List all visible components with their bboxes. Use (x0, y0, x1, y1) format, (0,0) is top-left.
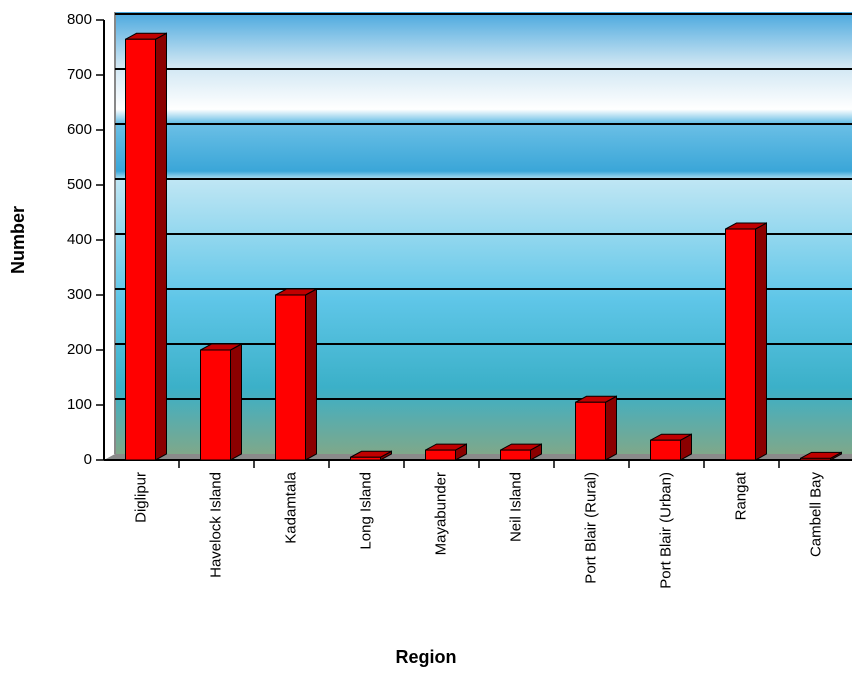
x-tick-label: Long Island (357, 472, 374, 550)
x-tick-label: Mayabunder (432, 472, 449, 555)
bar (125, 38, 156, 461)
bar (350, 456, 381, 461)
bar (800, 457, 831, 461)
x-tick-label: Rangat (732, 471, 749, 520)
x-tick-label: Havelock Island (207, 472, 224, 578)
y-tick-label: 500 (67, 176, 92, 193)
y-tick-label: 800 (67, 11, 92, 28)
x-tick-label: Cambell Bay (807, 472, 824, 558)
x-tick-label: Kadamtala (282, 471, 299, 543)
bar (200, 349, 231, 461)
bar-side (605, 395, 617, 461)
bar-side (755, 222, 767, 461)
bar-side (155, 32, 167, 461)
y-tick-label: 300 (67, 286, 92, 303)
bar (425, 449, 456, 461)
bar-side (305, 288, 317, 461)
x-tick-label: Diglipur (132, 472, 149, 523)
y-tick-label: 0 (84, 451, 92, 468)
bar (650, 439, 681, 461)
y-tick-label: 600 (67, 121, 92, 138)
bar (275, 294, 306, 461)
x-tick-label: Neil Island (507, 472, 524, 542)
x-axis-title: Region (396, 647, 457, 667)
bar (500, 449, 531, 461)
x-tick-label: Port Blair (Urban) (657, 472, 674, 589)
y-tick-label: 100 (67, 396, 92, 413)
bar-side (230, 343, 242, 461)
y-axis-title: Number (8, 206, 28, 274)
bar (725, 228, 756, 461)
y-tick-label: 700 (67, 66, 92, 83)
y-tick-label: 200 (67, 341, 92, 358)
x-tick-label: Port Blair (Rural) (582, 472, 599, 584)
bar (575, 401, 606, 461)
y-tick-label: 400 (67, 231, 92, 248)
